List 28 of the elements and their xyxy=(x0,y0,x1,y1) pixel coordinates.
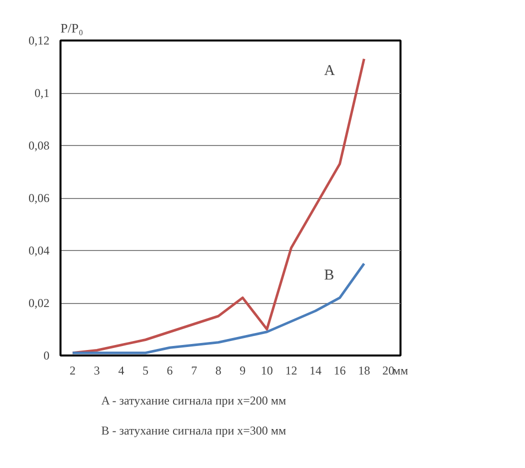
y-axis-title: P/P₀ xyxy=(60,20,84,36)
y-tick-label: 0,12 xyxy=(28,34,50,48)
x-tick-label: 12 xyxy=(285,364,298,378)
series-label: A xyxy=(324,62,336,79)
text: A - затухание сигнала при x=200 мм xyxy=(101,394,287,408)
y-tick-label: 0,04 xyxy=(28,244,50,258)
x-tick-label: 2 xyxy=(70,364,76,378)
x-tick-label: 16 xyxy=(334,364,346,378)
x-tick-label: 5 xyxy=(142,364,148,378)
x-tick-label: 4 xyxy=(118,364,124,378)
x-tick-label: 8 xyxy=(215,364,222,378)
x-tick-label: 6 xyxy=(166,364,173,378)
text: B - затухание сигнала при x=300 мм xyxy=(101,424,287,438)
x-tick-label: 7 xyxy=(191,364,198,378)
y-tick-label: 0,1 xyxy=(34,86,50,100)
x-tick-label: 18 xyxy=(358,364,370,378)
x-tick-label: 3 xyxy=(94,364,100,378)
y-tick-label: 0,06 xyxy=(28,191,50,205)
y-tick-label: 0,08 xyxy=(28,138,50,152)
series-label: B xyxy=(324,268,334,284)
x-tick-label: 20 xyxy=(382,364,394,378)
y-tick-label: 0 xyxy=(44,348,50,362)
x-tick-label: 14 xyxy=(310,364,322,378)
line-series xyxy=(71,262,366,354)
x-tick-label: 10 xyxy=(260,364,273,378)
y-tick-label: 0,02 xyxy=(28,296,50,310)
x-tick-label: 9 xyxy=(240,364,246,378)
x-axis-title: мм xyxy=(392,364,408,378)
